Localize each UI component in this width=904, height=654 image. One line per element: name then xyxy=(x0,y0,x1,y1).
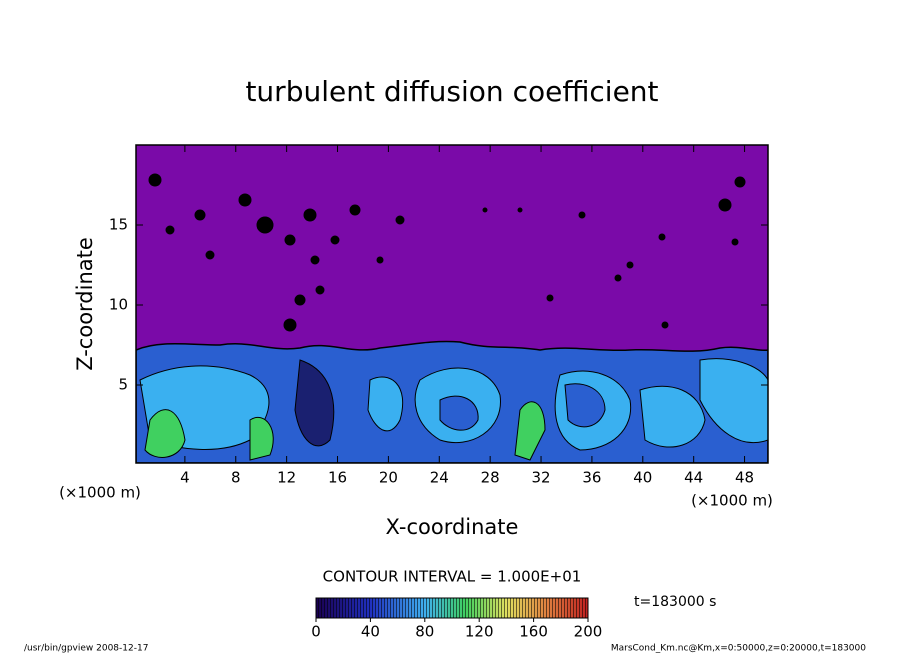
x-unit: (×1000 m) xyxy=(59,484,141,502)
x-tick-label: 32 xyxy=(531,469,550,487)
x-tick-label: 28 xyxy=(481,469,500,487)
colorbar-tick-label: 0 xyxy=(311,623,321,641)
x-tick-label: 40 xyxy=(633,469,652,487)
colorbar-tick-label: 200 xyxy=(574,623,603,641)
x-tick-label: 12 xyxy=(277,469,296,487)
colorbar-tick-label: 160 xyxy=(519,623,548,641)
x-tick-label: 16 xyxy=(328,469,347,487)
colorbar-tick-label: 120 xyxy=(465,623,494,641)
x-tick-label: 36 xyxy=(582,469,601,487)
x-axis-label: X-coordinate xyxy=(386,515,519,539)
y-tick-label: 15 xyxy=(109,216,128,234)
chart-title: turbulent diffusion coefficient xyxy=(245,75,658,108)
x-tick-label: 8 xyxy=(231,469,241,487)
y-tick-label: 10 xyxy=(109,296,128,314)
x-tick-label: 20 xyxy=(379,469,398,487)
y-tick-label: 5 xyxy=(118,376,128,394)
contour-field xyxy=(136,145,768,463)
colorbar-tick-label: 40 xyxy=(361,623,380,641)
x-unit: (×1000 m) xyxy=(691,492,773,510)
x-tick-label: 48 xyxy=(735,469,754,487)
footer-right: MarsCond_Km.nc@Km,x=0:50000,z=0:20000,t=… xyxy=(611,644,866,654)
y-axis-label: Z-coordinate xyxy=(73,237,97,371)
colorbar-tick-label: 80 xyxy=(415,623,434,641)
footer-left: /usr/bin/gpview 2008-12-17 xyxy=(24,644,148,654)
plot-frame xyxy=(135,144,769,464)
x-tick-label: 4 xyxy=(180,469,190,487)
x-tick-label: 44 xyxy=(684,469,703,487)
x-tick-label: 24 xyxy=(430,469,449,487)
time-label: t=183000 s xyxy=(634,594,716,610)
colorbar-frame xyxy=(315,597,589,619)
contour-interval: CONTOUR INTERVAL = 1.000E+01 xyxy=(323,568,582,586)
